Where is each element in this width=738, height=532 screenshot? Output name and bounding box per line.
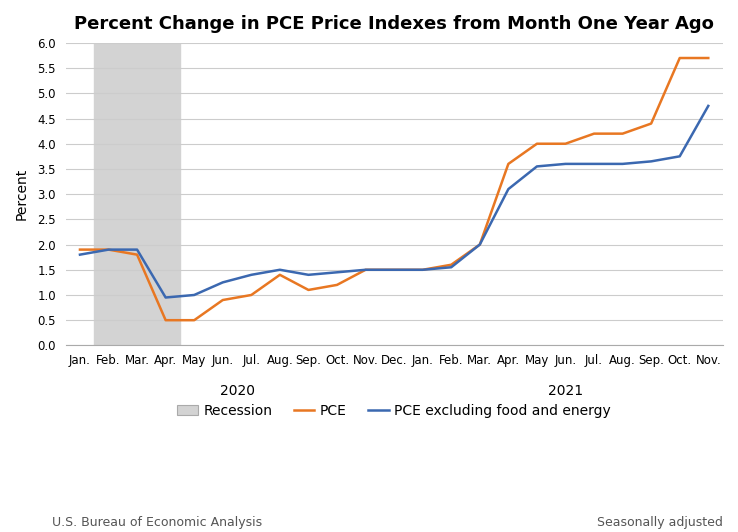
Text: 2020: 2020 [219, 384, 255, 398]
Legend: Recession, PCE, PCE excluding food and energy: Recession, PCE, PCE excluding food and e… [172, 398, 616, 423]
Text: U.S. Bureau of Economic Analysis: U.S. Bureau of Economic Analysis [52, 517, 262, 529]
Text: Seasonally adjusted: Seasonally adjusted [597, 517, 723, 529]
Y-axis label: Percent: Percent [15, 168, 29, 220]
Title: Percent Change in PCE Price Indexes from Month One Year Ago: Percent Change in PCE Price Indexes from… [75, 15, 714, 33]
Bar [94, 43, 180, 345]
Text: 2021: 2021 [548, 384, 583, 398]
